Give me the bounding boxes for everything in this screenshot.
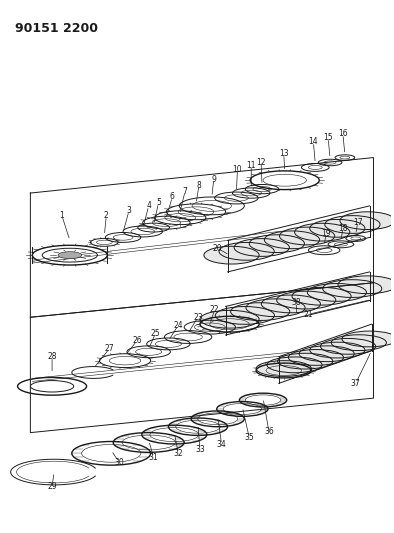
Ellipse shape [299,346,354,361]
Ellipse shape [307,284,366,301]
Text: 13: 13 [279,149,288,158]
Ellipse shape [261,295,320,313]
Ellipse shape [278,353,333,369]
Text: 37: 37 [351,379,361,388]
Text: 18: 18 [338,224,348,233]
Text: 5: 5 [156,198,161,207]
Ellipse shape [338,276,394,294]
Ellipse shape [204,246,259,264]
Text: 21: 21 [304,310,313,319]
Text: 36: 36 [264,427,274,436]
Text: 28: 28 [47,352,57,361]
Ellipse shape [279,227,335,245]
Text: 3: 3 [126,206,132,215]
Text: 6: 6 [170,192,175,201]
Text: 25: 25 [151,328,160,337]
Ellipse shape [320,338,376,354]
Text: 2: 2 [104,211,109,220]
Ellipse shape [325,216,380,233]
Text: 8: 8 [197,181,201,190]
Ellipse shape [200,310,259,328]
Ellipse shape [310,342,365,358]
Ellipse shape [234,239,289,256]
Ellipse shape [267,357,322,373]
Ellipse shape [256,361,311,376]
Text: 1: 1 [59,211,64,220]
Text: 17: 17 [353,218,362,227]
Text: 38: 38 [292,298,301,307]
Text: 90151 2200: 90151 2200 [15,21,98,35]
Text: 12: 12 [256,158,266,167]
Text: 26: 26 [132,336,142,345]
Text: 31: 31 [149,453,158,462]
Text: 15: 15 [323,133,333,142]
Text: 20: 20 [213,244,223,253]
Text: 30: 30 [114,458,124,467]
Ellipse shape [264,231,320,249]
Ellipse shape [323,280,382,297]
Text: 4: 4 [146,201,151,211]
Text: 34: 34 [217,440,227,449]
Ellipse shape [246,299,305,317]
Text: 29: 29 [47,482,57,491]
Text: 10: 10 [232,165,242,174]
Ellipse shape [249,235,305,253]
Text: 16: 16 [338,130,348,139]
Text: 19: 19 [322,229,331,238]
Text: 9: 9 [211,175,216,184]
Text: 27: 27 [104,344,114,353]
Text: 33: 33 [195,445,205,454]
Ellipse shape [340,212,394,230]
Text: 35: 35 [244,433,254,442]
Ellipse shape [295,223,350,241]
Ellipse shape [342,331,394,347]
Ellipse shape [292,287,351,305]
Text: 11: 11 [247,161,256,170]
Ellipse shape [277,291,336,309]
Ellipse shape [288,350,344,365]
Text: 14: 14 [309,138,318,146]
Text: 24: 24 [173,321,183,330]
Text: 32: 32 [173,449,183,458]
Ellipse shape [230,303,290,320]
Ellipse shape [219,243,274,260]
Ellipse shape [310,220,365,237]
Ellipse shape [215,306,275,324]
Ellipse shape [58,252,82,259]
Text: 23: 23 [193,313,203,322]
Text: 7: 7 [183,187,188,196]
Text: 22: 22 [210,305,219,314]
Ellipse shape [331,335,387,351]
